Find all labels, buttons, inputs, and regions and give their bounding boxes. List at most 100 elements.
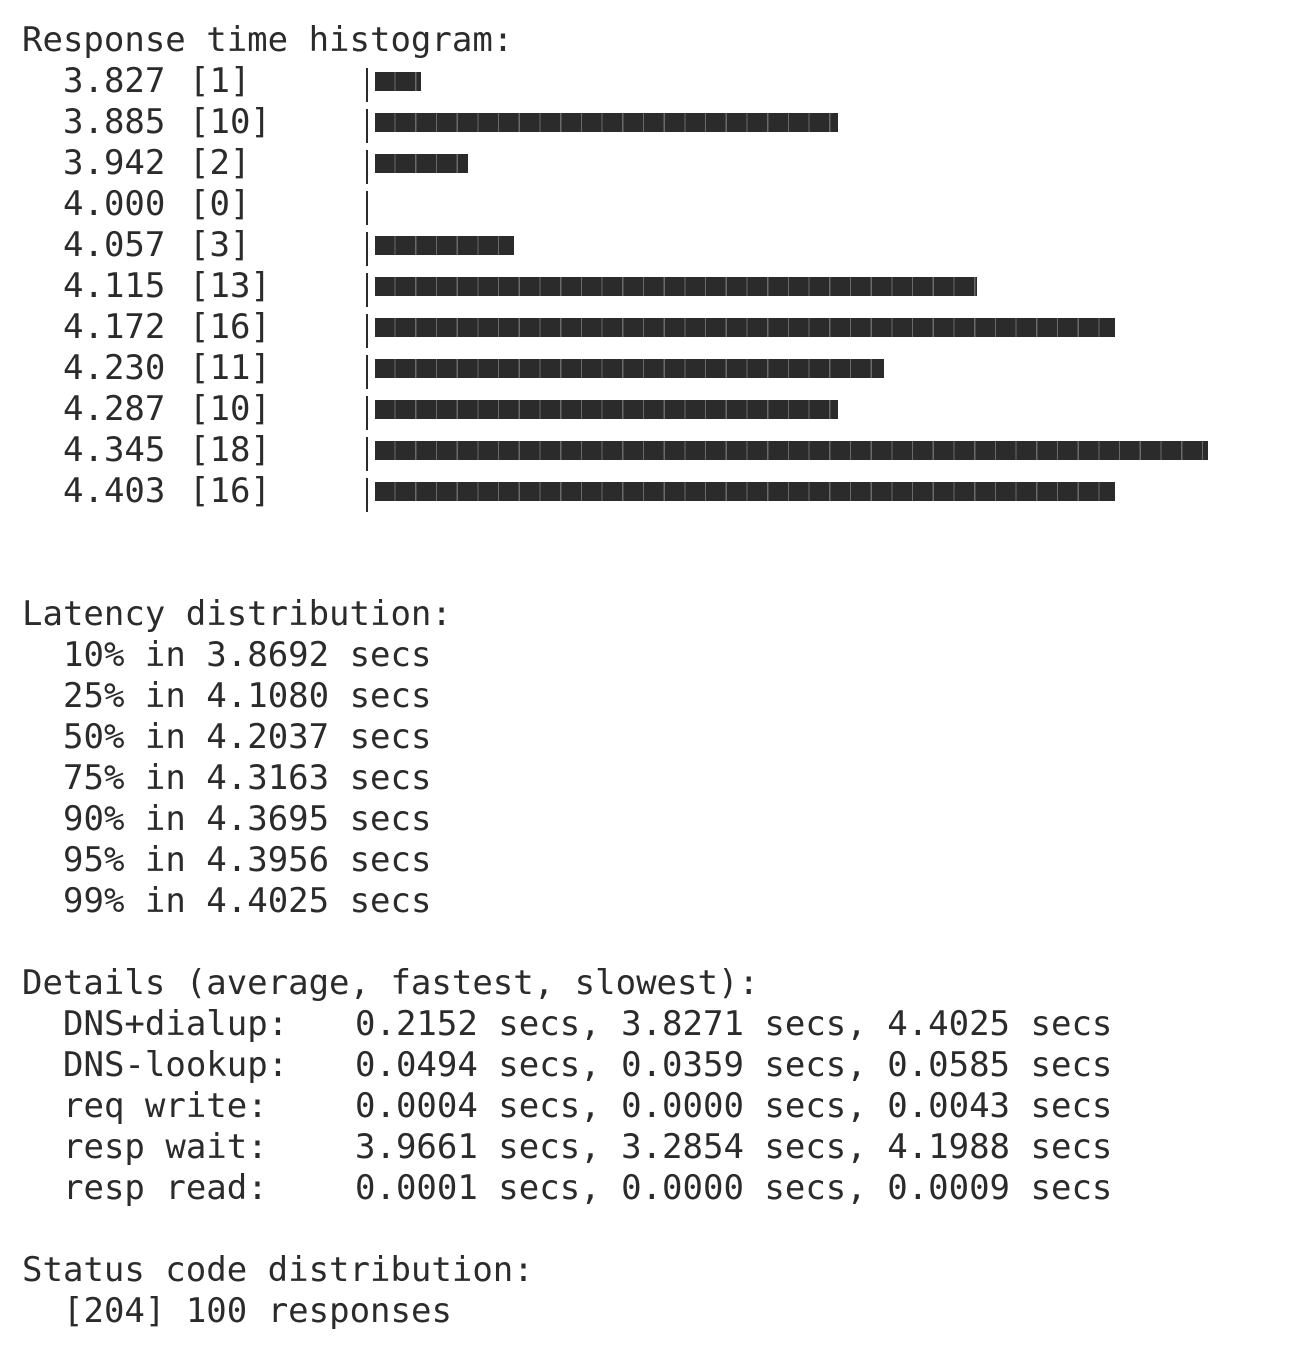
details-values: 0.0001 secs, 0.0000 secs, 0.0009 secs xyxy=(355,1168,1113,1208)
latency-value: in 4.1080 secs xyxy=(124,676,432,716)
details-row: resp wait: 3.9661 secs, 3.2854 secs, 4.19… xyxy=(22,1127,1292,1168)
latency-title: Latency distribution: xyxy=(22,594,452,634)
histogram-label: 4.057 [3] xyxy=(63,225,250,266)
status-distribution: [204] 100 responses xyxy=(22,1291,1292,1332)
histogram-bar xyxy=(375,318,1115,337)
histogram-row: 4.115 [13] xyxy=(22,266,1292,307)
histogram-bar xyxy=(375,482,1115,501)
histogram-row: 4.057 [3] xyxy=(22,225,1292,266)
histogram-count: [1] xyxy=(189,61,251,101)
terminal-output: Response time histogram: 3.827 [1] 3.885 [1… xyxy=(22,20,1292,1332)
details-values: 0.0494 secs, 0.0359 secs, 0.0585 secs xyxy=(355,1045,1113,1085)
histogram-row: 3.885 [10] xyxy=(22,102,1292,143)
histogram-bucket: 4.172 xyxy=(63,307,166,347)
histogram-label: 4.345 [18] xyxy=(63,430,271,471)
details-row: resp read: 0.0001 secs, 0.0000 secs, 0.00… xyxy=(22,1168,1292,1209)
latency-percentile: 99% xyxy=(63,881,125,921)
histogram-axis-tick xyxy=(366,273,368,307)
histogram-count: [3] xyxy=(189,225,251,265)
histogram-axis-tick xyxy=(366,396,368,430)
histogram-axis-tick xyxy=(366,355,368,389)
status-row: [204] 100 responses xyxy=(63,1291,452,1331)
latency-distribution: 10% in 3.8692 secs 25% in 4.1080 secs 50% … xyxy=(22,635,1292,922)
latency-value: in 4.3163 secs xyxy=(124,758,432,798)
latency-row: 99% in 4.4025 secs xyxy=(22,881,1292,922)
histogram-label: 4.000 [0] xyxy=(63,184,250,225)
histogram-bar xyxy=(375,441,1208,460)
latency-row: 25% in 4.1080 secs xyxy=(22,676,1292,717)
histogram-bucket: 4.000 xyxy=(63,184,166,224)
histogram-axis-tick xyxy=(366,314,368,348)
histogram-label: 4.115 [13] xyxy=(63,266,271,307)
histogram-bucket: 4.230 xyxy=(63,348,166,388)
details-label: resp wait: xyxy=(63,1127,268,1167)
details-table: DNS+dialup: 0.2152 secs, 3.8271 secs, 4.4… xyxy=(22,1004,1292,1209)
details-row: DNS+dialup: 0.2152 secs, 3.8271 secs, 4.4… xyxy=(22,1004,1292,1045)
histogram-count: [2] xyxy=(189,143,251,183)
histogram-bar xyxy=(375,72,421,91)
histogram-label: 4.287 [10] xyxy=(63,389,271,430)
histogram-row: 4.403 [16] xyxy=(22,471,1292,512)
latency-row: 75% in 4.3163 secs xyxy=(22,758,1292,799)
histogram-row: 4.000 [0] xyxy=(22,184,1292,225)
latency-row: 95% in 4.3956 secs xyxy=(22,840,1292,881)
histogram-axis-tick xyxy=(366,478,368,512)
histogram-axis-tick xyxy=(366,437,368,471)
histogram-axis-tick xyxy=(366,191,368,225)
latency-value: in 4.4025 secs xyxy=(124,881,432,921)
histogram-label: 4.230 [11] xyxy=(63,348,271,389)
histogram-count: [13] xyxy=(189,266,271,306)
latency-percentile: 25% xyxy=(63,676,125,716)
histogram-row: 4.230 [11] xyxy=(22,348,1292,389)
histogram-bucket: 4.115 xyxy=(63,266,166,306)
latency-value: in 4.3695 secs xyxy=(124,799,432,839)
histogram-bucket: 4.345 xyxy=(63,430,166,470)
histogram-bucket: 3.827 xyxy=(63,61,166,101)
histogram-axis-tick xyxy=(366,68,368,102)
latency-row: 50% in 4.2037 secs xyxy=(22,717,1292,758)
histogram-count: [0] xyxy=(189,184,251,224)
spacer xyxy=(22,922,1292,963)
histogram-axis-tick xyxy=(366,232,368,266)
histogram-row: 4.172 [16] xyxy=(22,307,1292,348)
details-row: DNS-lookup: 0.0494 secs, 0.0359 secs, 0.0… xyxy=(22,1045,1292,1086)
histogram-label: 3.942 [2] xyxy=(63,143,250,184)
latency-row: 90% in 4.3695 secs xyxy=(22,799,1292,840)
spacer xyxy=(22,1209,1292,1250)
histogram-axis-tick xyxy=(366,109,368,143)
histogram-label: 4.172 [16] xyxy=(63,307,271,348)
histogram-count: [16] xyxy=(189,471,271,511)
histogram-count: [18] xyxy=(189,430,271,470)
latency-value: in 4.2037 secs xyxy=(124,717,432,757)
histogram-bar xyxy=(375,113,838,132)
histogram-row: 3.827 [1] xyxy=(22,61,1292,102)
latency-row: 10% in 3.8692 secs xyxy=(22,635,1292,676)
histogram-row: 3.942 [2] xyxy=(22,143,1292,184)
details-values: 0.0004 secs, 0.0000 secs, 0.0043 secs xyxy=(355,1086,1113,1126)
latency-percentile: 95% xyxy=(63,840,125,880)
histogram-title: Response time histogram: xyxy=(22,20,514,60)
histogram-row: 4.287 [10] xyxy=(22,389,1292,430)
details-row: req write: 0.0004 secs, 0.0000 secs, 0.00… xyxy=(22,1086,1292,1127)
details-label: resp read: xyxy=(63,1168,268,1208)
histogram-row: 4.345 [18] xyxy=(22,430,1292,471)
latency-percentile: 90% xyxy=(63,799,125,839)
histogram-count: [16] xyxy=(189,307,271,347)
histogram-count: [10] xyxy=(189,102,271,142)
latency-value: in 3.8692 secs xyxy=(124,635,432,675)
histogram-label: 3.885 [10] xyxy=(63,102,271,143)
histogram-bucket: 3.942 xyxy=(63,143,166,183)
details-values: 0.2152 secs, 3.8271 secs, 4.4025 secs xyxy=(355,1004,1113,1044)
histogram-bucket: 4.287 xyxy=(63,389,166,429)
histogram-bar xyxy=(375,154,468,173)
latency-value: in 4.3956 secs xyxy=(124,840,432,880)
spacer xyxy=(22,512,1292,594)
details-title: Details (average, fastest, slowest): xyxy=(22,963,759,1003)
histogram-axis-tick xyxy=(366,150,368,184)
histogram-count: [10] xyxy=(189,389,271,429)
histogram-bar xyxy=(375,359,884,378)
histogram-bar xyxy=(375,277,977,296)
histogram: 3.827 [1] 3.885 [10] 3.942 [2] 4.000 [0] 4.057 [3… xyxy=(22,61,1292,512)
latency-percentile: 75% xyxy=(63,758,125,798)
latency-percentile: 10% xyxy=(63,635,125,675)
